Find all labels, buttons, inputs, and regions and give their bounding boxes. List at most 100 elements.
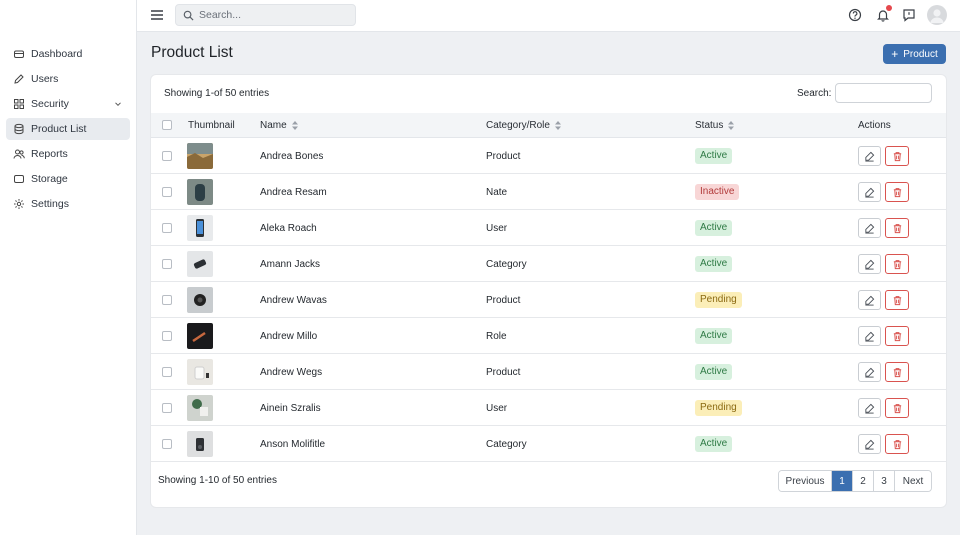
pagination: Previous 1 2 3 Next (778, 470, 932, 492)
status-badge: Active (695, 256, 733, 272)
row-checkbox[interactable] (162, 223, 172, 233)
sidebar-item-label: Dashboard (31, 48, 83, 60)
edit-icon (865, 439, 875, 450)
delete-button[interactable] (885, 218, 909, 238)
sidebar-item-storage[interactable]: Storage (6, 168, 130, 190)
sort-icon (554, 121, 561, 130)
top-bar (137, 0, 960, 32)
delete-button[interactable] (885, 326, 909, 346)
product-thumbnail (187, 287, 213, 313)
row-checkbox[interactable] (162, 403, 172, 413)
table-header: Thumbnail Name Category/Role Status Acti… (151, 113, 946, 138)
database-icon (13, 123, 25, 135)
header-status[interactable]: Status (695, 120, 735, 131)
delete-button[interactable] (885, 434, 909, 454)
help-icon[interactable] (848, 8, 862, 22)
header-thumbnail: Thumbnail (188, 120, 235, 131)
edit-button[interactable] (858, 254, 881, 274)
row-checkbox[interactable] (162, 259, 172, 269)
row-category: Role (486, 331, 507, 342)
edit-icon (865, 367, 875, 378)
edit-button[interactable] (858, 434, 881, 454)
add-product-label: Product (903, 48, 938, 60)
sidebar-item-label: Users (31, 73, 59, 85)
delete-button[interactable] (885, 182, 909, 202)
sidebar-item-dashboard[interactable]: Dashboard (6, 43, 130, 65)
user-avatar[interactable] (927, 5, 947, 25)
row-checkbox[interactable] (162, 439, 172, 449)
messages-icon[interactable] (902, 8, 916, 22)
status-badge: Pending (695, 292, 742, 308)
product-thumbnail (187, 143, 213, 169)
row-checkbox[interactable] (162, 151, 172, 161)
edit-button[interactable] (858, 146, 881, 166)
row-checkbox[interactable] (162, 331, 172, 341)
sidebar-item-settings[interactable]: Settings (6, 193, 130, 215)
row-category: Category (486, 439, 527, 450)
add-product-button[interactable]: + Product (883, 44, 946, 64)
delete-button[interactable] (885, 362, 909, 382)
row-name: Andrew Wavas (260, 295, 327, 306)
header-category[interactable]: Category/Role (486, 120, 561, 131)
folder-icon (13, 173, 25, 185)
entries-summary-top: Showing 1-of 50 entries (164, 88, 270, 99)
row-name: Andrea Bones (260, 151, 324, 162)
sidebar-item-label: Product List (31, 123, 87, 135)
table-row: Ainein Szralis User Pending (151, 390, 946, 426)
pagination-next-button[interactable]: Next (895, 471, 931, 491)
edit-icon (865, 259, 875, 270)
global-search[interactable] (175, 4, 356, 26)
edit-button[interactable] (858, 182, 881, 202)
edit-button[interactable] (858, 218, 881, 238)
delete-button[interactable] (885, 290, 909, 310)
product-thumbnail (187, 251, 213, 277)
pagination-page-3[interactable]: 3 (874, 471, 895, 491)
dashboard-icon (13, 48, 25, 60)
delete-button[interactable] (885, 146, 909, 166)
status-badge: Active (695, 328, 733, 344)
sidebar-item-users[interactable]: Users (6, 68, 130, 90)
row-checkbox[interactable] (162, 367, 172, 377)
sidebar-item-product-list[interactable]: Product List (6, 118, 130, 140)
product-thumbnail (187, 395, 213, 421)
edit-button[interactable] (858, 362, 881, 382)
table-row: Amann Jacks Category Active (151, 246, 946, 282)
delete-button[interactable] (885, 398, 909, 418)
delete-button[interactable] (885, 254, 909, 274)
sidebar-item-reports[interactable]: Reports (6, 143, 130, 165)
status-badge: Inactive (695, 184, 740, 200)
grid-icon (13, 98, 25, 110)
status-badge: Active (695, 436, 733, 452)
search-input[interactable] (199, 8, 349, 22)
table-row: Andrew Wegs Product Active (151, 354, 946, 390)
table-row: Andrea Resam Nate Inactive (151, 174, 946, 210)
row-name: Ainein Szralis (260, 403, 321, 414)
edit-icon (865, 403, 875, 414)
row-name: Andrew Millo (260, 331, 318, 342)
sidebar-item-security[interactable]: Security (6, 93, 130, 115)
table-row: Anson Molifitle Category Active (151, 426, 946, 462)
hamburger-menu-icon[interactable] (150, 8, 164, 22)
notification-bell-icon[interactable] (876, 5, 892, 22)
sidebar-item-label: Security (31, 98, 69, 110)
select-all-checkbox[interactable] (162, 120, 172, 130)
trash-icon (893, 367, 901, 377)
pagination-page-2[interactable]: 2 (853, 471, 874, 491)
edit-button[interactable] (858, 326, 881, 346)
edit-icon (865, 151, 875, 162)
table-row: Andrew Millo Role Active (151, 318, 946, 354)
row-checkbox[interactable] (162, 187, 172, 197)
search-icon (183, 10, 194, 21)
pagination-page-1[interactable]: 1 (832, 471, 853, 491)
header-name[interactable]: Name (260, 120, 298, 131)
table-search-input[interactable] (835, 83, 932, 103)
row-checkbox[interactable] (162, 295, 172, 305)
edit-button[interactable] (858, 290, 881, 310)
sidebar-item-label: Reports (31, 148, 68, 160)
chevron-down-icon (115, 102, 121, 107)
edit-button[interactable] (858, 398, 881, 418)
row-category: User (486, 223, 508, 234)
status-badge: Active (695, 148, 733, 164)
pagination-previous-button[interactable]: Previous (779, 471, 832, 491)
product-table-card: Showing 1-of 50 entries Search: Thumbnai… (151, 75, 946, 507)
